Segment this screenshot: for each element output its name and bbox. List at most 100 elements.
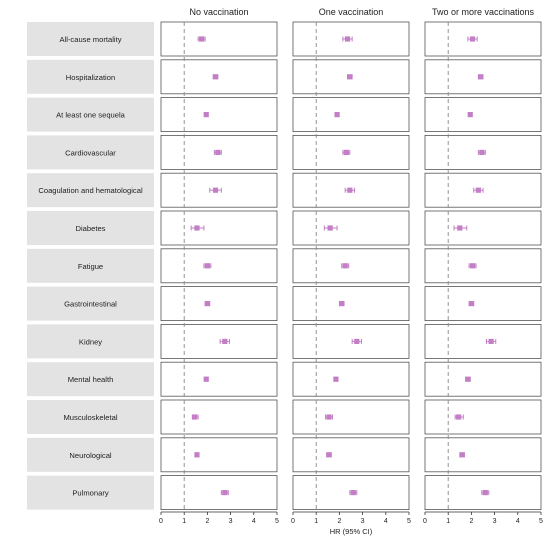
row-label: Cardiovascular bbox=[65, 148, 116, 157]
x-tick-label: 4 bbox=[516, 518, 520, 525]
hr-point bbox=[222, 338, 228, 344]
row-panel-box bbox=[292, 97, 410, 132]
row-label: Pulmonary bbox=[72, 489, 108, 498]
row-panel-box bbox=[424, 286, 542, 322]
x-tick-label: 1 bbox=[314, 518, 318, 525]
x-axis-title: HR (95% CI) bbox=[330, 527, 373, 536]
panel-title: One vaccination bbox=[319, 7, 384, 17]
row-panel-box bbox=[424, 361, 542, 397]
hr-point bbox=[326, 452, 332, 458]
row-label: Kidney bbox=[79, 337, 102, 346]
x-tick-label: 2 bbox=[337, 518, 341, 525]
row-panel-box bbox=[292, 361, 410, 397]
row-panel-box bbox=[160, 437, 278, 473]
row-label-bg bbox=[27, 97, 154, 132]
hr-point bbox=[482, 490, 488, 496]
hr-point bbox=[344, 36, 351, 42]
row-panel-box bbox=[160, 475, 278, 511]
hr-point bbox=[488, 338, 494, 344]
row-label: Neurological bbox=[69, 451, 112, 460]
row-panel-box bbox=[292, 21, 410, 57]
hr-point bbox=[204, 301, 210, 307]
hr-point bbox=[465, 376, 471, 382]
hr-point bbox=[459, 452, 465, 458]
hr-point bbox=[478, 74, 484, 80]
hr-point bbox=[475, 187, 481, 193]
panel-title: No vaccination bbox=[189, 7, 248, 17]
hr-point bbox=[334, 112, 340, 118]
row-panel-box bbox=[160, 59, 278, 95]
hr-point bbox=[194, 452, 200, 458]
row-label: Coagulation and hematological bbox=[38, 186, 143, 195]
row-label-bg bbox=[27, 400, 154, 434]
row-panel-box bbox=[160, 361, 278, 397]
x-tick-label: 2 bbox=[205, 518, 209, 525]
row-panel-box bbox=[292, 286, 410, 322]
hr-point bbox=[212, 187, 219, 193]
row-panel-box bbox=[160, 286, 278, 322]
row-label-bg bbox=[27, 475, 154, 510]
row-label-bg bbox=[27, 22, 154, 56]
row-panel-box bbox=[424, 248, 542, 284]
row-panel-box bbox=[160, 172, 278, 208]
row-label: Diabetes bbox=[76, 224, 106, 233]
x-tick-label: 4 bbox=[384, 518, 388, 525]
row-panel-box bbox=[292, 323, 410, 359]
row-panel-box bbox=[424, 323, 542, 359]
hr-point bbox=[350, 490, 356, 496]
hr-point bbox=[204, 263, 210, 269]
x-tick-label: 1 bbox=[182, 518, 186, 525]
row-panel-box bbox=[160, 97, 278, 132]
x-tick-label: 5 bbox=[407, 518, 411, 525]
x-tick-label: 3 bbox=[493, 518, 497, 525]
hr-point bbox=[343, 149, 349, 155]
row-label: All-cause mortality bbox=[59, 35, 121, 44]
hr-point bbox=[457, 225, 463, 231]
hr-point bbox=[192, 414, 198, 420]
row-label-bg bbox=[27, 211, 154, 245]
row-panel-box bbox=[292, 134, 410, 170]
x-tick-label: 2 bbox=[469, 518, 473, 525]
x-tick-label: 0 bbox=[291, 518, 295, 525]
hr-point bbox=[479, 149, 485, 155]
hr-point bbox=[469, 263, 476, 269]
hr-point bbox=[456, 414, 462, 420]
hr-point bbox=[215, 149, 221, 155]
row-label-bg bbox=[27, 437, 154, 472]
hr-point bbox=[222, 490, 228, 496]
x-tick-label: 4 bbox=[252, 518, 256, 525]
x-tick-label: 0 bbox=[159, 518, 163, 525]
x-tick-label: 0 bbox=[423, 518, 427, 525]
hr-point bbox=[212, 74, 219, 80]
row-panel-box bbox=[424, 21, 542, 57]
x-tick-label: 1 bbox=[446, 518, 450, 525]
row-panel-box bbox=[424, 210, 542, 246]
row-label-bg bbox=[27, 286, 154, 321]
row-panel-box bbox=[160, 210, 278, 246]
hr-point bbox=[469, 36, 476, 42]
hr-point bbox=[194, 225, 200, 231]
x-tick-label: 3 bbox=[229, 518, 233, 525]
hr-point bbox=[468, 301, 474, 307]
row-panel-box bbox=[292, 399, 410, 435]
hr-point bbox=[347, 187, 353, 193]
x-tick-label: 3 bbox=[361, 518, 365, 525]
row-label: Hospitalization bbox=[66, 73, 115, 82]
row-panel-box bbox=[160, 399, 278, 435]
row-panel-box bbox=[424, 399, 542, 435]
row-label: Musculoskeletal bbox=[63, 413, 117, 422]
hr-point bbox=[467, 112, 473, 118]
row-label-bg bbox=[27, 135, 154, 170]
x-tick-label: 5 bbox=[539, 518, 543, 525]
hr-point bbox=[354, 338, 360, 344]
row-panel-box bbox=[292, 437, 410, 473]
row-label: At least one sequela bbox=[56, 111, 126, 120]
row-panel-box bbox=[292, 210, 410, 246]
row-panel-box bbox=[160, 248, 278, 284]
row-panel-box bbox=[292, 248, 410, 284]
row-label-bg bbox=[27, 59, 154, 94]
row-panel-box bbox=[160, 21, 278, 57]
hr-point bbox=[199, 36, 205, 42]
row-panel-box bbox=[160, 323, 278, 359]
